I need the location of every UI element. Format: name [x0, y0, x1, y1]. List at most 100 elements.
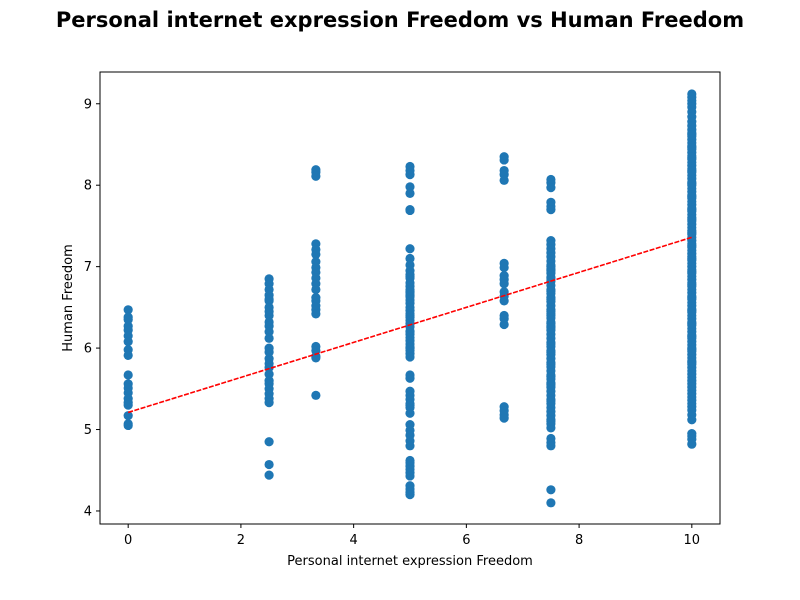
data-point: [123, 370, 133, 380]
data-point: [264, 398, 274, 408]
data-point: [546, 183, 556, 193]
data-point: [264, 437, 274, 447]
trendline-layer: [127, 236, 693, 414]
data-point: [405, 170, 415, 180]
data-point: [687, 227, 697, 238]
data-point: [499, 413, 509, 423]
trend-line: [127, 236, 693, 414]
data-point: [546, 416, 556, 426]
data-point: [311, 249, 321, 260]
data-point: [546, 498, 556, 508]
x-tick-label: 10: [684, 533, 701, 548]
data-point: [499, 155, 509, 165]
y-axis-label: Human Freedom: [61, 244, 76, 351]
data-point: [405, 471, 415, 481]
data-point: [687, 192, 697, 202]
data-point: [123, 314, 133, 325]
data-point: [546, 380, 556, 390]
y-tick-label: 9: [84, 97, 92, 112]
data-point: [687, 415, 697, 425]
data-point: [546, 339, 556, 349]
data-point: [405, 373, 415, 383]
y-tick-label: 7: [84, 260, 92, 275]
data-point: [687, 130, 697, 140]
data-point: [123, 411, 133, 421]
data-point: [264, 470, 274, 480]
data-point: [687, 319, 697, 329]
data-point: [123, 420, 133, 431]
data-point: [687, 292, 697, 303]
data-point: [311, 284, 321, 295]
data-point: [546, 323, 556, 333]
data-point: [405, 343, 415, 353]
data-point: [499, 262, 509, 273]
y-tick-label: 5: [84, 423, 92, 438]
data-point: [546, 294, 556, 304]
x-axis-ticks: 0 2 4 6 8 10: [124, 524, 700, 548]
y-tick-label: 6: [84, 342, 92, 357]
data-point: [687, 279, 697, 290]
data-point: [405, 400, 415, 410]
data-point: [687, 205, 697, 215]
data-point: [687, 165, 697, 176]
data-point: [123, 305, 133, 315]
data-point: [264, 327, 274, 337]
data-point: [499, 175, 509, 185]
x-tick-label: 4: [349, 533, 357, 548]
data-point: [546, 359, 556, 369]
points-layer: [123, 89, 697, 508]
data-point: [687, 253, 697, 264]
data-point: [123, 400, 133, 410]
data-point: [264, 459, 274, 470]
data-point: [499, 279, 509, 289]
x-tick-label: 6: [462, 533, 470, 548]
data-point: [311, 292, 321, 303]
data-point: [405, 253, 415, 264]
data-point: [546, 262, 556, 272]
x-tick-label: 8: [575, 533, 583, 548]
data-point: [264, 306, 274, 317]
data-point: [687, 266, 697, 277]
data-point: [264, 294, 274, 304]
data-point: [405, 286, 415, 296]
data-point: [405, 490, 415, 500]
data-point: [499, 296, 509, 306]
data-point: [687, 143, 697, 153]
data-point: [264, 347, 274, 357]
x-tick-label: 0: [124, 533, 132, 548]
plot-frame: [99, 71, 721, 525]
data-point: [687, 439, 697, 449]
data-point: [687, 214, 697, 225]
data-point: [499, 319, 509, 330]
data-point: [546, 396, 556, 406]
data-point: [546, 306, 556, 317]
data-point: [405, 182, 415, 192]
data-point: [546, 371, 556, 382]
data-point: [687, 152, 697, 163]
data-point: [405, 244, 415, 254]
data-point: [687, 240, 697, 251]
data-point: [546, 347, 556, 357]
data-point: [264, 369, 274, 379]
data-point: [311, 171, 321, 181]
data-point: [687, 332, 697, 342]
data-point: [405, 441, 415, 451]
data-point: [546, 441, 556, 451]
data-point: [405, 408, 415, 418]
data-point: [546, 485, 556, 495]
data-point: [405, 188, 415, 198]
data-point: [405, 205, 415, 216]
x-tick-label: 2: [237, 533, 245, 548]
data-point: [123, 336, 133, 347]
data-point: [123, 350, 133, 361]
data-point: [311, 353, 321, 363]
data-point: [546, 423, 556, 433]
data-point: [405, 352, 415, 362]
data-point: [687, 358, 697, 368]
data-point: [546, 286, 556, 296]
y-tick-label: 8: [84, 179, 92, 194]
data-point: [405, 455, 415, 466]
data-point: [687, 345, 697, 355]
chart-title: Personal internet expression Freedom vs …: [55, 8, 745, 32]
